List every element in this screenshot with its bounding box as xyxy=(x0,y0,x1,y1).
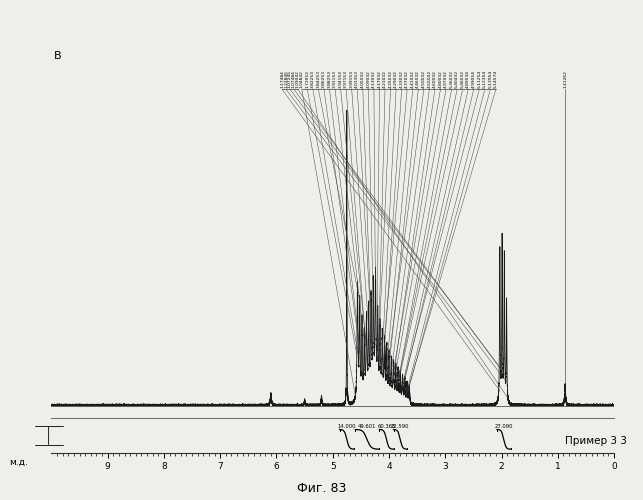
Text: 3.82253: 3.82253 xyxy=(311,70,315,88)
Text: 4.33032: 4.33032 xyxy=(400,70,404,88)
Text: B: B xyxy=(54,50,62,60)
Text: 5.14574: 5.14574 xyxy=(494,70,498,88)
Text: 14.000: 14.000 xyxy=(338,424,356,428)
Text: 3.86253: 3.86253 xyxy=(322,70,326,88)
Text: 4.97032: 4.97032 xyxy=(444,70,448,88)
Text: 4.46032: 4.46032 xyxy=(416,70,421,88)
Text: Фиг. 83: Фиг. 83 xyxy=(297,482,346,495)
Text: 3.94153: 3.94153 xyxy=(339,70,343,88)
Text: 1.07484: 1.07484 xyxy=(292,70,296,88)
Text: 22.590: 22.590 xyxy=(391,424,410,428)
Text: 1.07245: 1.07245 xyxy=(288,70,292,88)
Text: 1.17484: 1.17484 xyxy=(280,70,284,88)
Text: 4.89534: 4.89534 xyxy=(466,70,470,88)
Text: 1.09042: 1.09042 xyxy=(296,70,300,88)
Text: 3.91153: 3.91153 xyxy=(333,70,337,88)
Text: 4.37032: 4.37032 xyxy=(405,70,409,88)
Text: 4.13032: 4.13032 xyxy=(372,70,376,88)
Text: 4.01353: 4.01353 xyxy=(356,70,359,88)
Text: 4.99054: 4.99054 xyxy=(472,70,476,88)
Text: 4.21032: 4.21032 xyxy=(383,70,387,88)
Text: 3.84253: 3.84253 xyxy=(316,70,320,88)
Text: 1.41262: 1.41262 xyxy=(563,70,567,88)
Text: 4.50032: 4.50032 xyxy=(422,70,426,88)
Text: 3.88253: 3.88253 xyxy=(327,70,332,88)
Text: 5.36032: 5.36032 xyxy=(449,70,453,88)
Text: 4.25032: 4.25032 xyxy=(388,70,392,88)
Text: 49.601: 49.601 xyxy=(358,424,376,428)
Text: 4.05032: 4.05032 xyxy=(361,70,365,88)
Text: 4.17032: 4.17032 xyxy=(377,70,381,88)
Text: 1.22845: 1.22845 xyxy=(284,70,288,88)
Text: 5.12354: 5.12354 xyxy=(483,70,487,88)
Text: 4.80032: 4.80032 xyxy=(439,70,442,88)
Text: 3.99153: 3.99153 xyxy=(350,70,354,88)
Text: 4.29032: 4.29032 xyxy=(394,70,398,88)
Text: 3.97153: 3.97153 xyxy=(344,70,348,88)
Text: 4.55032: 4.55032 xyxy=(428,70,431,88)
Text: 4.60032: 4.60032 xyxy=(433,70,437,88)
Text: Пример 3 3: Пример 3 3 xyxy=(565,436,627,446)
Text: 1.04842: 1.04842 xyxy=(300,70,303,88)
Text: 60.365: 60.365 xyxy=(377,424,395,428)
Text: 5.46032: 5.46032 xyxy=(460,70,465,88)
Text: 1.72052: 1.72052 xyxy=(305,70,309,88)
Text: 4.09032: 4.09032 xyxy=(367,70,370,88)
Text: 5.40432: 5.40432 xyxy=(455,70,459,88)
Text: 27.090: 27.090 xyxy=(494,424,513,428)
Text: м.д.: м.д. xyxy=(9,458,28,466)
Text: 4.41032: 4.41032 xyxy=(411,70,415,88)
Text: 5.13954: 5.13954 xyxy=(489,70,493,88)
Text: 5.11254: 5.11254 xyxy=(477,70,481,88)
